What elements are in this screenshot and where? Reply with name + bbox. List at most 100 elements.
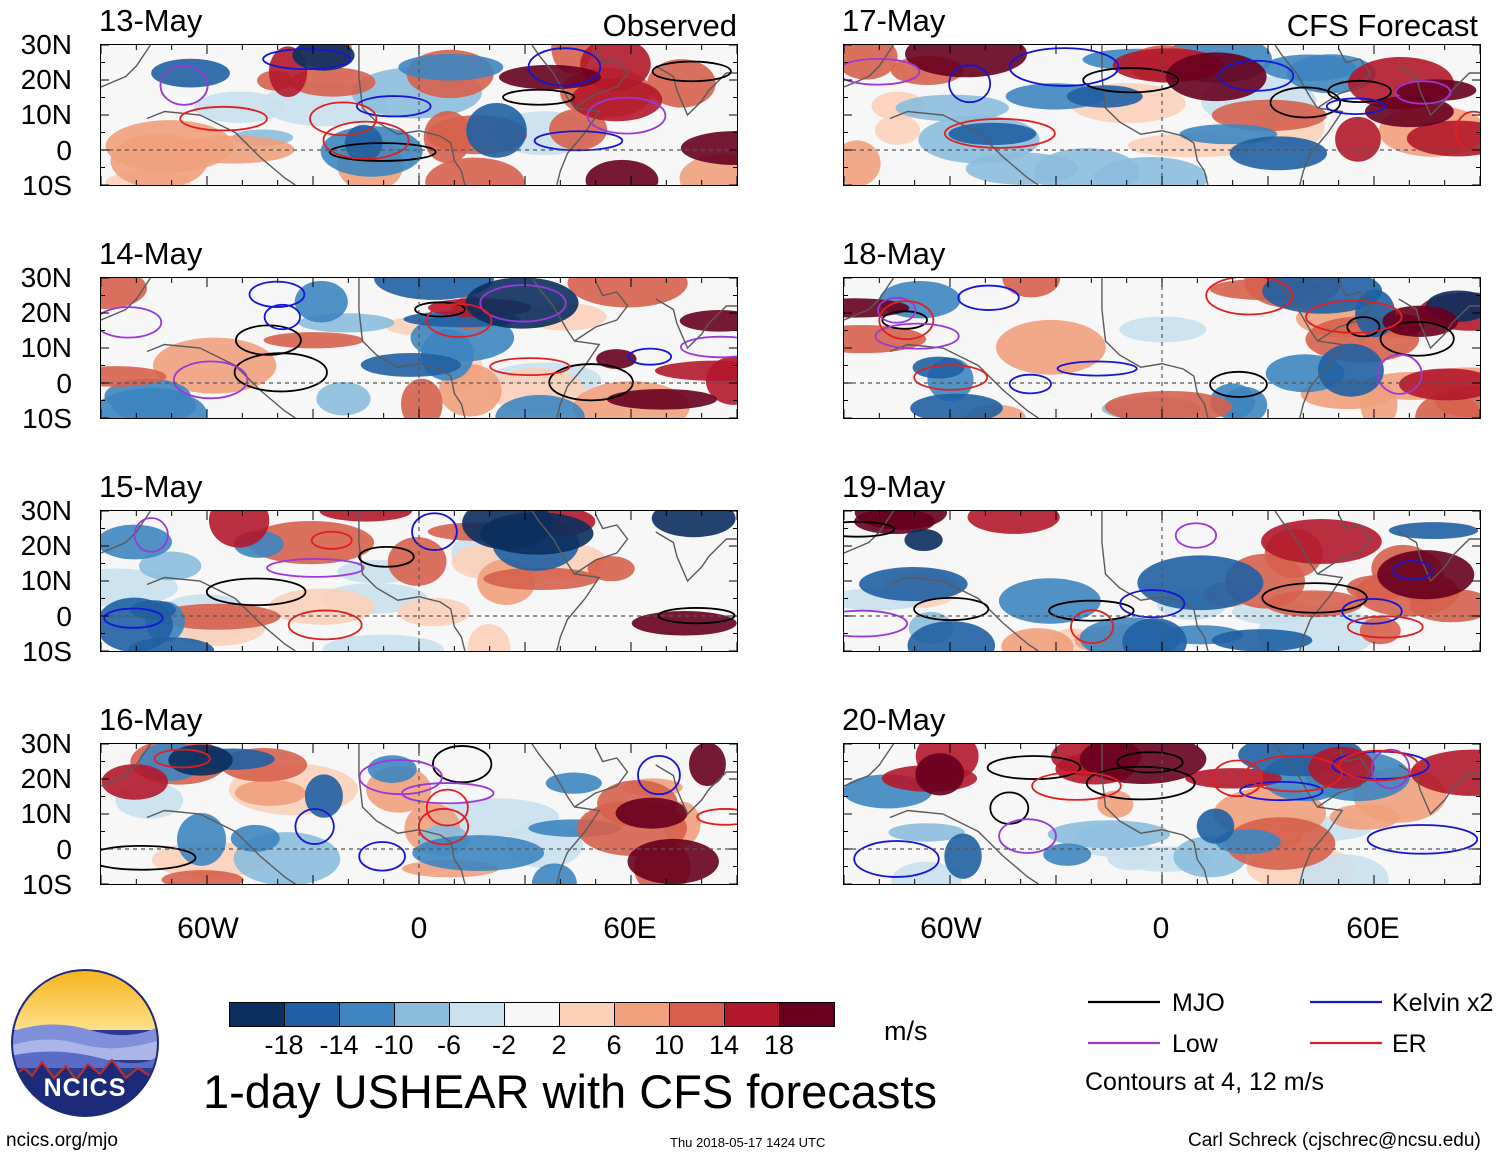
contour-er <box>322 120 410 160</box>
coastline <box>101 511 152 554</box>
shear-anomaly <box>105 120 234 173</box>
lat-tick-10n: 10N <box>20 565 72 596</box>
colorbar-bin-7 <box>614 1002 670 1027</box>
chart-title: 1-day USHEAR with CFS forecasts <box>203 1065 937 1118</box>
colorbar-tick: 2 <box>551 1030 567 1060</box>
shear-anomaly <box>888 823 965 842</box>
contour-kelvin-x2 <box>957 284 1020 311</box>
shear-anomaly <box>895 94 1009 122</box>
contour-kelvin-x2 <box>1325 97 1386 115</box>
shear-anomaly <box>1106 842 1153 871</box>
shear-anomaly <box>127 637 215 651</box>
map-panel-20-may <box>843 743 1481 885</box>
coastline <box>101 45 152 88</box>
colorbar-tick: -14 <box>319 1030 359 1060</box>
contour-er <box>943 118 1056 149</box>
contour-mjo <box>432 745 493 784</box>
shear-anomaly <box>483 567 599 590</box>
shear-anomaly <box>904 528 943 552</box>
map-panel-16-may <box>100 743 738 885</box>
contour-kelvin-x2 <box>1392 560 1433 581</box>
colorbar <box>229 1002 835 1027</box>
lon-tick-60e: 60E <box>603 912 657 945</box>
contour-er <box>425 303 493 338</box>
coastline <box>574 48 629 109</box>
ncics-logo: NCICS <box>10 968 160 1118</box>
colorbar-bin-4 <box>449 1002 505 1027</box>
shear-anomaly <box>319 511 412 522</box>
colorbar-tick: 6 <box>606 1030 622 1060</box>
shear-anomaly <box>1262 278 1383 314</box>
coastline <box>574 747 629 808</box>
contour-low <box>998 818 1057 854</box>
contour-low <box>479 284 567 323</box>
lat-tick-30n: 30N <box>20 262 72 293</box>
shear-anomaly <box>154 603 281 630</box>
shear-anomaly <box>1211 99 1327 132</box>
colorbar-bin-10 <box>779 1002 835 1027</box>
shear-anomaly <box>1377 550 1475 600</box>
contour-kelvin-x2 <box>355 95 432 118</box>
shear-anomaly <box>1119 316 1207 343</box>
lon-tick-0: 0 <box>1152 912 1170 945</box>
contour-mjo <box>986 755 1082 780</box>
shear-anomaly <box>304 774 343 818</box>
colorbar-tick: -6 <box>436 1030 461 1060</box>
colorbar-bin-1 <box>284 1002 340 1027</box>
lon-tick-60w: 60W <box>920 912 982 945</box>
contour-er <box>1244 755 1343 793</box>
footer-website-link[interactable]: ncics.org/mjo <box>6 1130 118 1151</box>
lat-tick-10s: 10S <box>22 403 72 434</box>
shear-anomaly <box>208 511 270 548</box>
shear-anomaly <box>1211 629 1313 651</box>
map-panel-13-may <box>100 44 738 186</box>
shear-anomaly <box>230 824 280 852</box>
shear-anomaly <box>688 744 726 787</box>
contour-kelvin-x2 <box>1218 59 1295 92</box>
contour-er <box>1338 749 1420 782</box>
shear-anomaly <box>495 394 585 418</box>
coastline <box>1398 65 1480 117</box>
coastline <box>358 278 466 418</box>
map-panel-17-may <box>843 44 1481 186</box>
shear-anomaly <box>101 366 167 387</box>
contour-mjo <box>548 363 634 402</box>
panel-date-20-may: 20-May <box>842 702 946 737</box>
contour-er <box>425 788 469 827</box>
contour-low <box>173 360 249 400</box>
lat-tick-10n: 10N <box>20 332 72 363</box>
colorbar-bin-3 <box>394 1002 450 1027</box>
contour-er <box>287 609 363 641</box>
shear-anomaly <box>263 332 364 349</box>
shear-anomaly <box>587 556 635 582</box>
coastline <box>101 278 152 321</box>
contour-mjo <box>881 310 928 330</box>
contour-low <box>844 57 921 86</box>
coastline <box>574 514 629 575</box>
contour-er <box>1205 278 1294 316</box>
colorbar-bin-0 <box>229 1002 285 1027</box>
shear-anomaly <box>679 310 737 332</box>
shear-anomaly <box>289 67 376 97</box>
contour-mjo <box>1209 370 1268 398</box>
legend-line-kelvin <box>1310 1000 1382 1004</box>
shear-anomaly <box>859 567 968 602</box>
shear-anomaly <box>130 600 176 620</box>
logo-text: NCICS <box>44 1074 127 1102</box>
contour-er <box>1346 615 1424 639</box>
shear-anomaly <box>1388 522 1479 540</box>
contour-low <box>1377 353 1423 395</box>
shear-anomaly <box>1394 79 1477 102</box>
contour-mjo <box>1346 316 1381 338</box>
lon-tick-0: 0 <box>410 912 428 945</box>
shear-anomaly <box>965 152 1079 185</box>
shear-anomaly <box>1047 820 1170 849</box>
coastline <box>1274 511 1344 651</box>
coastline <box>889 576 1039 651</box>
contour-er <box>1211 759 1264 798</box>
coastline <box>1317 514 1372 575</box>
contour-low <box>844 609 909 638</box>
legend-line-er <box>1310 1041 1382 1045</box>
coastline <box>1398 764 1480 816</box>
shear-anomaly <box>905 45 1028 78</box>
